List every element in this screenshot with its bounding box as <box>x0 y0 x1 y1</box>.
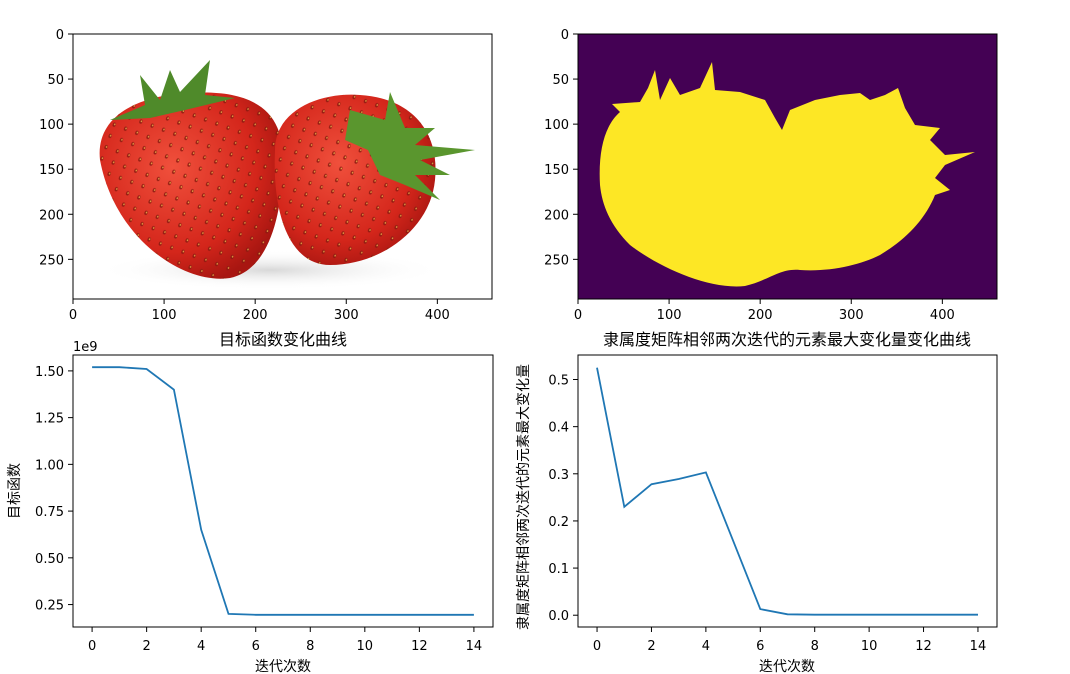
y-tick-label: 0.25 <box>35 599 64 614</box>
mask-panel: 0 100 200 300 400 0 50 100 150 200 250 <box>544 28 998 323</box>
y-tick-label: 1.25 <box>35 412 64 427</box>
x-tick-label: 8 <box>306 639 314 654</box>
y-tick-label: 0.5 <box>548 374 569 389</box>
y-tick-label: 150 <box>39 163 64 178</box>
x-tick-label: 0 <box>88 639 96 654</box>
y-tick-label: 0.75 <box>35 505 64 520</box>
photo-panel: 0 100 200 300 400 0 50 100 150 200 250 <box>39 28 493 323</box>
plot-area <box>72 354 494 628</box>
membership-change-chart: 隶属度矩阵相邻两次迭代的元素最大变化量变化曲线 0 2 4 6 8 10 12 14 0.00… <box>516 330 998 674</box>
x-axis: 0 2 4 6 8 10 12 14 <box>88 627 482 654</box>
y-tick-label: 50 <box>552 73 569 88</box>
x-axis-label: 迭代次数 <box>255 659 311 674</box>
x-tick-label: 14 <box>970 639 987 654</box>
y-tick-label: 0.4 <box>548 421 569 436</box>
x-tick-label: 0 <box>574 308 582 323</box>
x-tick-label: 200 <box>748 308 773 323</box>
x-axis-label: 迭代次数 <box>759 659 815 674</box>
y-tick-label: 100 <box>544 118 569 133</box>
y-tick-label: 50 <box>47 73 64 88</box>
x-tick-label: 0 <box>69 308 77 323</box>
x-tick-label: 14 <box>466 639 483 654</box>
y-axis-label: 隶属度矩阵相邻两次迭代的元素最大变化量 <box>516 364 532 630</box>
chart-title: 隶属度矩阵相邻两次迭代的元素最大变化量变化曲线 <box>603 330 971 349</box>
mask-y-axis: 0 50 100 150 200 250 <box>544 28 578 268</box>
x-tick-label: 2 <box>142 639 150 654</box>
x-tick-label: 10 <box>357 639 374 654</box>
photo-x-axis: 0 100 200 300 400 <box>69 299 450 323</box>
series-line <box>92 366 474 616</box>
strawberry-photo <box>73 34 492 299</box>
y-tick-label: 0.0 <box>548 609 569 624</box>
x-tick-label: 12 <box>411 639 428 654</box>
y-tick-label: 0.2 <box>548 515 569 530</box>
y-tick-label: 1.50 <box>35 365 64 380</box>
x-tick-label: 100 <box>152 308 177 323</box>
segmentation-mask <box>599 62 975 287</box>
y-tick-label: 200 <box>544 208 569 223</box>
x-tick-label: 4 <box>197 639 205 654</box>
x-tick-label: 100 <box>657 308 682 323</box>
y-tick-label: 150 <box>544 163 569 178</box>
x-tick-label: 400 <box>930 308 955 323</box>
y-tick-label: 200 <box>39 208 64 223</box>
y-tick-label: 1.00 <box>35 458 64 473</box>
y-tick-label: 100 <box>39 118 64 133</box>
x-tick-label: 300 <box>839 308 864 323</box>
y-axis: 0.25 0.50 0.75 1.00 1.25 1.50 <box>35 365 73 614</box>
x-tick-label: 4 <box>702 639 710 654</box>
mask-x-axis: 0 100 200 300 400 <box>574 299 955 323</box>
x-tick-label: 0 <box>593 639 601 654</box>
x-tick-label: 400 <box>425 308 450 323</box>
y-tick-label: 0 <box>56 28 64 43</box>
x-tick-label: 12 <box>915 639 932 654</box>
x-axis: 0 2 4 6 8 10 12 14 <box>593 627 986 654</box>
x-tick-label: 200 <box>243 308 268 323</box>
chart-title: 目标函数变化曲线 <box>219 330 347 349</box>
y-axis: 0.0 0.1 0.2 0.3 0.4 0.5 <box>548 374 578 624</box>
y-tick-label: 0.50 <box>35 552 64 567</box>
y-axis-label: 目标函数 <box>7 463 23 519</box>
y-tick-label: 0.1 <box>548 562 569 577</box>
objective-function-chart: 目标函数变化曲线 1e9 0 2 4 6 8 10 12 14 0.25 0.50 0.75 1.0… <box>7 330 494 674</box>
y-tick-label: 0 <box>561 28 569 43</box>
x-tick-label: 6 <box>252 639 260 654</box>
x-tick-label: 300 <box>334 308 359 323</box>
x-tick-label: 6 <box>756 639 764 654</box>
y-offset-label: 1e9 <box>73 340 98 355</box>
y-tick-label: 250 <box>39 253 64 268</box>
x-tick-label: 2 <box>647 639 655 654</box>
y-tick-label: 250 <box>544 253 569 268</box>
y-tick-label: 0.3 <box>548 468 569 483</box>
x-tick-label: 10 <box>861 639 878 654</box>
photo-y-axis: 0 50 100 150 200 250 <box>39 28 73 268</box>
plot-area <box>577 354 998 628</box>
x-tick-label: 8 <box>811 639 819 654</box>
series-line <box>596 367 978 616</box>
